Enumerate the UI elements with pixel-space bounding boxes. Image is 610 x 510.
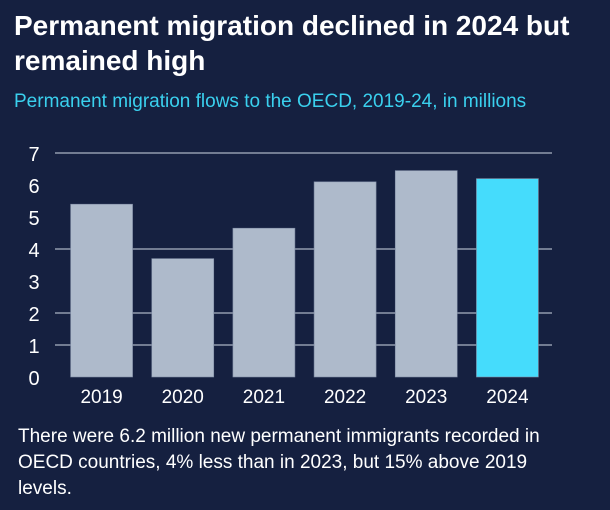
y-tick-label: 6 [28,176,39,198]
x-tick-label: 2020 [162,387,204,408]
y-tick-label: 1 [28,336,39,358]
y-tick-label: 5 [28,208,39,230]
bar-2021 [232,227,296,378]
chart-subtitle: Permanent migration flows to the OECD, 2… [14,91,527,112]
bar-2023 [394,170,458,378]
gridlines [55,152,552,346]
bar-2022 [313,181,377,378]
x-tick-label: 2023 [405,387,447,408]
y-tick-label: 7 [28,144,39,166]
x-tick-label: 2024 [486,387,529,408]
x-axis: 2019 2020 2021 2022 2023 2024 [80,387,529,408]
chart-note: There were 6.2 million new permanent imm… [18,426,540,499]
y-tick-label: 3 [28,272,39,294]
x-tick-label: 2021 [243,387,285,408]
y-tick-label: 2 [28,304,39,326]
chart-title: Permanent migration declined in 2024 but… [14,10,570,76]
x-tick-label: 2022 [324,387,366,408]
y-tick-label: 4 [28,240,39,262]
y-axis: 0 1 2 3 4 5 6 7 [28,144,39,390]
bar-chart: 0 1 2 3 4 5 6 7 2019 2020 2021 2022 2023 2024 [28,144,552,408]
bar-2019 [70,203,133,378]
x-tick-label: 2019 [80,387,122,408]
bar-2020 [151,258,215,378]
bars [70,170,539,378]
bar-2024 [476,178,539,378]
y-tick-label: 0 [28,368,39,390]
